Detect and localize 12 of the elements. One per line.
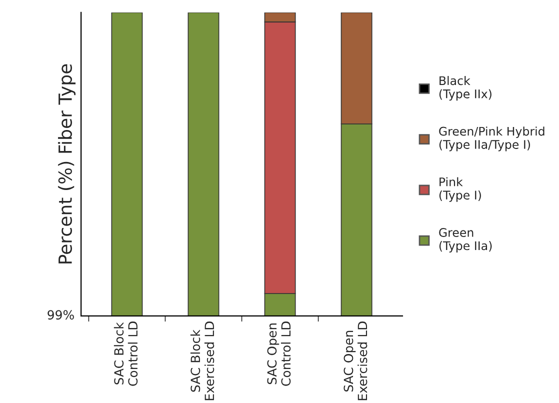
legend-label: Black (Type IIx)	[439, 76, 492, 101]
legend-label: Pink (Type I)	[439, 177, 481, 202]
legend-label: Green/Pink Hybrid (Type IIa/Type I)	[439, 126, 544, 152]
x-tick-label: SAC Block Exercised LD	[190, 322, 214, 400]
y-axis-title: Percent (%) Fiber Type	[58, 64, 76, 264]
bar	[111, 12, 143, 316]
bar	[188, 12, 220, 316]
x-tick-label: SAC Block Control LD	[114, 322, 138, 386]
x-tick-label: SAC Open Control LD	[267, 322, 291, 386]
text: 99%	[48, 310, 74, 320]
x-tick-label: SAC Open Exercised LD	[344, 322, 368, 400]
legend-label: Green (Type IIa)	[439, 228, 492, 252]
